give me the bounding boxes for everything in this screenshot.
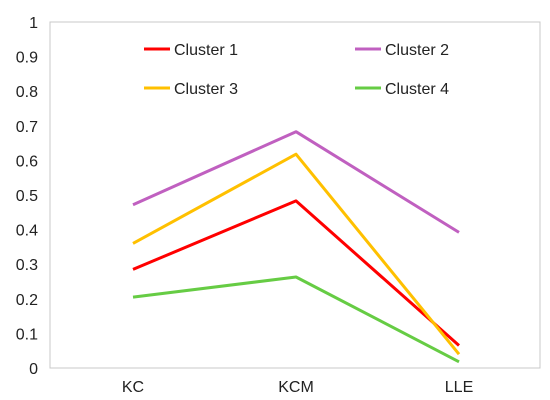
legend-label-cluster-2: Cluster 2 [385,42,449,59]
y-tick-label: 0.3 [16,257,38,274]
x-tick-label: KC [122,379,144,396]
x-axis-ticks: KC KCM LLE [122,379,473,396]
plot-area [49,21,541,369]
y-axis-ticks: 0 0.1 0.2 0.3 0.4 0.5 0.6 0.7 0.8 0.9 1 [16,15,38,378]
y-tick-label: 0 [29,361,38,378]
y-tick-label: 0.5 [16,188,38,205]
legend: Cluster 1 Cluster 2 Cluster 3 Cluster 4 [144,42,449,98]
y-tick-label: 0.8 [16,84,38,101]
legend-label-cluster-3: Cluster 3 [174,81,238,98]
y-tick-label: 0.6 [16,153,38,170]
series-line-cluster-4 [132,275,460,364]
y-tick-label: 0.4 [16,223,38,240]
y-tick-label: 0.7 [16,119,38,136]
y-tick-label: 1 [29,15,38,32]
y-tick-label: 0.1 [16,326,38,343]
series-line-cluster-3 [132,152,461,356]
series-line-cluster-2 [132,130,460,234]
legend-label-cluster-1: Cluster 1 [174,42,238,59]
x-tick-label: LLE [445,379,473,396]
y-tick-label: 0.2 [16,292,38,309]
y-tick-label: 0.9 [16,50,38,67]
x-tick-label: KCM [278,379,314,396]
series-lines [132,130,461,364]
legend-label-cluster-4: Cluster 4 [385,81,449,98]
series-line-cluster-1 [132,199,460,347]
